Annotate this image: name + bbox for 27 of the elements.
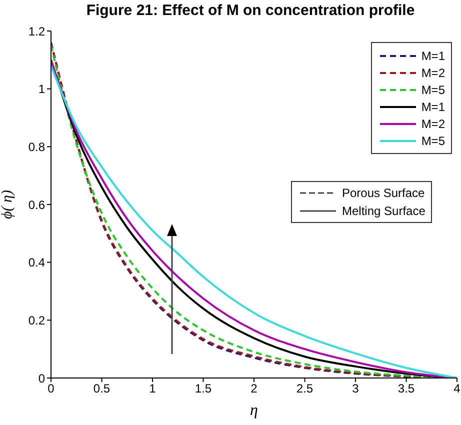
y-tick-label: 1.2 — [28, 24, 46, 38]
y-tick-label: 0 — [38, 371, 46, 386]
chart-title: Figure 21: Effect of M on concentration profile — [85, 2, 416, 19]
legend-label: M=1 — [421, 100, 445, 114]
x-tick-label: 1 — [149, 382, 156, 396]
x-tick-label: 1.5 — [194, 382, 212, 396]
x-tick-label: 2 — [250, 382, 258, 396]
y-tick-label: 1 — [38, 82, 46, 96]
legend-label: M=1 — [421, 48, 445, 62]
y-tick-label: 0.6 — [28, 198, 46, 212]
x-tick-label: 3 — [352, 382, 360, 396]
x-tick-label: 3.5 — [398, 382, 415, 396]
x-tick-label: 4 — [454, 382, 461, 396]
x-tick-label: 0.5 — [93, 382, 110, 396]
legend-label: M=2 — [421, 116, 445, 130]
legend-label: M=5 — [421, 82, 445, 96]
y-axis-title: ϕ( η) — [0, 190, 16, 219]
x-axis-title: η — [250, 402, 258, 419]
annotation: Porous Surface — [342, 186, 425, 200]
y-tick-label: 0.8 — [28, 140, 46, 154]
legend-label: M=2 — [421, 66, 445, 80]
y-tick-label: 0.2 — [28, 313, 46, 328]
x-tick-label: 2.5 — [296, 382, 314, 396]
x-tick-label: 0 — [48, 382, 55, 396]
y-tick-label: 0.4 — [28, 256, 46, 270]
legend-label: M=5 — [421, 134, 445, 148]
annotation: Melting Surface — [342, 204, 426, 218]
